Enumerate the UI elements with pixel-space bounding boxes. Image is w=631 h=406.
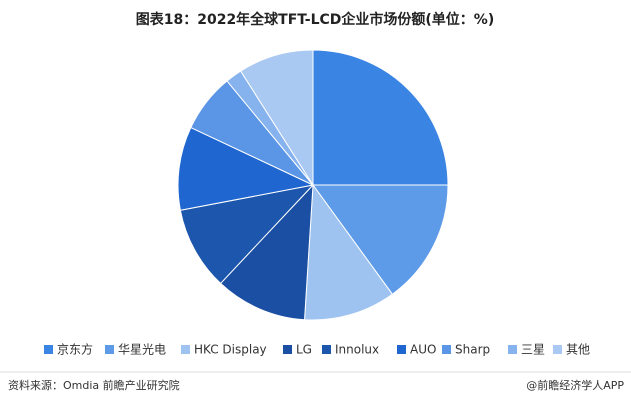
pie-slice	[219, 183, 314, 321]
pie-slice	[312, 49, 449, 186]
legend-label: AUO	[410, 343, 436, 357]
legend-label: HKC Display	[194, 343, 267, 357]
legend-label: Innolux	[335, 343, 379, 357]
legend-label: 华星光电	[118, 343, 166, 357]
pie	[177, 49, 449, 321]
legend-swatch	[322, 345, 331, 354]
legend-label: LG	[296, 343, 312, 357]
legend-swatch	[508, 345, 517, 354]
legend-swatch	[44, 345, 53, 354]
chart-title: 图表18：2022年全球TFT-LCD企业市场份额(单位：%)	[136, 11, 495, 28]
pie-slice	[303, 183, 394, 321]
legend-label: 京东方	[57, 342, 93, 357]
legend-swatch	[105, 345, 114, 354]
pie-slice	[177, 126, 315, 211]
legend-swatch	[553, 345, 562, 354]
legend-swatch	[181, 345, 190, 354]
legend: 京东方 华星光电 HKC Display LG Innolux AUO Sharp 三星 其他	[44, 342, 590, 357]
legend-swatch	[397, 345, 406, 354]
pie-slice	[239, 49, 314, 187]
legend-label: Sharp	[455, 343, 490, 357]
legend-label: 其他	[566, 343, 590, 357]
pie-slice	[312, 184, 449, 295]
legend-swatch	[442, 345, 451, 354]
legend-swatch	[283, 345, 292, 354]
credit: @前瞻经济学人APP	[526, 378, 624, 392]
source: 资料来源：Omdia 前瞻产业研究院	[8, 378, 180, 392]
pie-slice	[179, 184, 315, 285]
legend-label: 三星	[521, 343, 545, 357]
